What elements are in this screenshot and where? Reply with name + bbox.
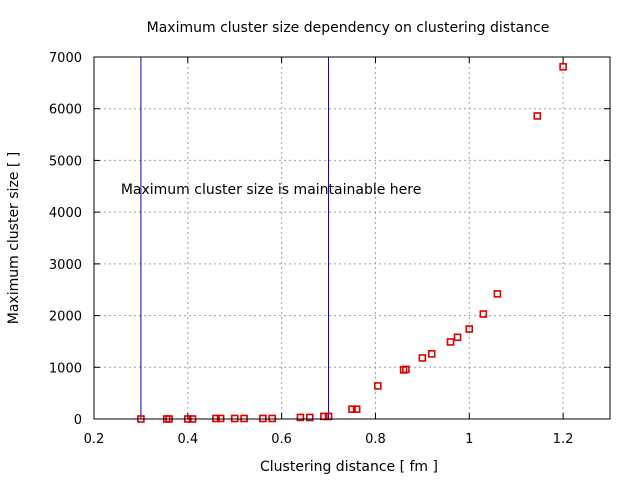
- y-tick-label: 2000: [49, 310, 82, 325]
- data-point: [230, 414, 239, 423]
- data-point: [216, 414, 225, 423]
- y-tick-label: 0: [74, 413, 82, 428]
- data-point: [296, 413, 305, 422]
- data-point: [240, 414, 248, 423]
- y-tick-labels: 0 1000 2000 3000 4000 5000 6000 7000: [49, 51, 82, 428]
- data-point: [402, 365, 410, 374]
- x-tick-label: 0.4: [177, 432, 198, 447]
- data-point: [348, 405, 356, 413]
- plot-frame: [93, 56, 611, 420]
- y-tick-label: 3000: [49, 258, 82, 273]
- annotation-text: Maximum cluster size is maintainable her…: [121, 182, 422, 198]
- reference-lines: [140, 57, 330, 419]
- x-tick-label: 1.2: [553, 432, 574, 447]
- y-tick-label: 4000: [49, 206, 82, 221]
- data-point: [352, 405, 361, 413]
- x-tick-label: 0.6: [271, 432, 292, 447]
- data-point: [427, 350, 436, 358]
- y-axis-label: Maximum cluster size [ ]: [6, 152, 22, 324]
- tick-marks: [93, 56, 610, 420]
- y-tick-label: 1000: [49, 361, 82, 376]
- data-point: [373, 382, 382, 390]
- x-tick-label: 1: [465, 432, 473, 447]
- data-point: [418, 354, 427, 362]
- data-point: [465, 325, 474, 333]
- y-tick-label: 6000: [49, 103, 82, 118]
- x-tick-labels: 0.2 0.4 0.6 0.8 1 1.2: [84, 432, 574, 447]
- data-point: [446, 338, 455, 346]
- data-point: [493, 290, 502, 298]
- chart-title: Maximum cluster size dependency on clust…: [147, 20, 550, 36]
- x-tick-label: 0.2: [84, 432, 105, 447]
- data-point: [259, 414, 267, 423]
- x-axis-label: Clustering distance [ fm ]: [260, 459, 438, 475]
- y-tick-label: 7000: [49, 51, 82, 66]
- data-point: [479, 310, 488, 318]
- grid-lines: [94, 57, 610, 419]
- y-tick-label: 5000: [49, 154, 82, 169]
- data-point: [453, 333, 462, 342]
- x-tick-label: 0.8: [365, 432, 386, 447]
- data-point: [212, 414, 220, 423]
- data-points: [137, 63, 567, 423]
- data-point: [559, 63, 567, 71]
- data-point: [305, 413, 314, 422]
- data-point: [268, 414, 277, 423]
- data-point: [533, 112, 542, 120]
